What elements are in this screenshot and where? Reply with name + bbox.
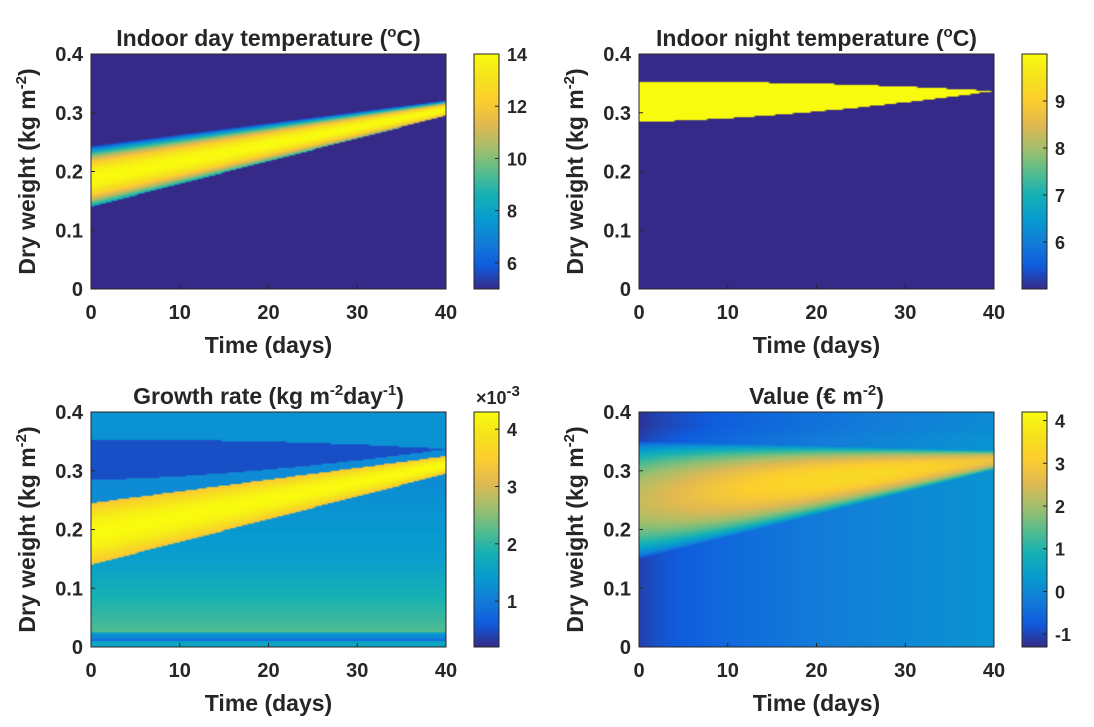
y-tick-label: 0.2 <box>55 520 83 542</box>
x-tick-label: 10 <box>717 302 739 324</box>
colorbar-tick-label: 1 <box>1055 540 1065 560</box>
y-tick-label: 0.2 <box>55 162 83 184</box>
y-tick-label: 0.3 <box>603 103 631 125</box>
x-axis-label: Time (days) <box>205 690 332 716</box>
x-tick-label: 10 <box>717 660 739 682</box>
x-tick-label: 20 <box>257 660 279 682</box>
x-tick-label: 40 <box>435 660 457 682</box>
y-tick-label: 0.4 <box>55 44 84 66</box>
y-axis-label: Dry weight (kg m-2) <box>13 68 40 274</box>
x-tick-label: 20 <box>257 302 279 324</box>
x-tick-label: 0 <box>85 660 96 682</box>
colorbar-tick-label: 6 <box>507 254 517 274</box>
colorbar-tick-label: 4 <box>507 420 517 440</box>
colorbar-multiplier: ×10-3 <box>476 383 520 408</box>
x-axis-label: Time (days) <box>753 332 880 358</box>
y-axis-label: Dry weight (kg m-2) <box>561 68 588 274</box>
colorbar-tick-label: -1 <box>1055 625 1071 645</box>
heatmap-night-temp <box>639 54 994 289</box>
x-tick-label: 10 <box>169 302 191 324</box>
x-tick-label: 40 <box>983 302 1005 324</box>
colorbar <box>474 54 499 289</box>
colorbar-frame <box>1021 53 1048 290</box>
heatmap-growth-rate <box>91 412 446 647</box>
colorbar-tick-label: 8 <box>507 202 517 222</box>
x-tick-label: 0 <box>85 302 96 324</box>
chart-title: Value (€ m-2) <box>749 382 884 409</box>
colorbar-tick-label: 14 <box>507 45 527 65</box>
colorbar-tick-label: 6 <box>1055 233 1065 253</box>
x-tick-label: 30 <box>346 302 368 324</box>
y-tick-label: 0 <box>72 279 83 301</box>
colorbar-tick-label: 9 <box>1055 92 1065 112</box>
chart-title: Indoor day temperature (oC) <box>116 24 420 51</box>
colorbar-tick-label: 4 <box>1055 412 1065 432</box>
y-tick-label: 0 <box>620 279 631 301</box>
chart-title: Growth rate (kg m-2day-1) <box>133 382 404 409</box>
x-tick-label: 20 <box>805 660 827 682</box>
y-axis-label: Dry weight (kg m-2) <box>13 426 40 632</box>
x-tick-label: 30 <box>346 660 368 682</box>
colorbar-tick-label: 2 <box>1055 497 1065 517</box>
x-tick-label: 40 <box>435 302 457 324</box>
chart-title: Indoor night temperature (oC) <box>656 24 977 51</box>
x-tick-label: 30 <box>894 302 916 324</box>
y-tick-label: 0.3 <box>55 103 83 125</box>
colorbar-frame <box>1021 411 1048 648</box>
y-tick-label: 0.3 <box>55 461 83 483</box>
y-tick-label: 0.1 <box>603 578 631 600</box>
colorbar-tick-label: 8 <box>1055 139 1065 159</box>
colorbar-tick-label: 3 <box>1055 454 1065 474</box>
x-tick-label: 0 <box>633 660 644 682</box>
y-tick-label: 0.1 <box>55 578 83 600</box>
y-tick-label: 0.4 <box>603 44 632 66</box>
colorbar-tick-label: 12 <box>507 97 527 117</box>
colorbar <box>1022 54 1047 289</box>
x-tick-label: 20 <box>805 302 827 324</box>
x-axis-label: Time (days) <box>205 332 332 358</box>
y-tick-label: 0.3 <box>603 461 631 483</box>
colorbar-frame <box>473 53 500 290</box>
colorbar-frame <box>473 411 500 648</box>
y-tick-label: 0.4 <box>55 402 84 424</box>
colorbar-tick-label: 0 <box>1055 582 1065 602</box>
colorbar-tick-label: 1 <box>507 592 517 612</box>
x-tick-label: 10 <box>169 660 191 682</box>
panel-night-temp: 0 10 20 30 40 0 0.1 0.2 0.3 0.4 Time (days) Dry wei… <box>561 24 1065 358</box>
y-tick-label: 0.2 <box>603 162 631 184</box>
y-tick-label: 0 <box>72 637 83 659</box>
colorbar-tick-label: 2 <box>507 535 517 555</box>
panel-growth-rate: 0 10 20 30 40 0 0.1 0.2 0.3 0.4 Time (days) Dry wei… <box>13 382 520 716</box>
x-axis-label: Time (days) <box>753 690 880 716</box>
colorbar-tick-label: 7 <box>1055 186 1065 206</box>
y-tick-label: 0.1 <box>603 220 631 242</box>
y-axis-label: Dry weight (kg m-2) <box>561 426 588 632</box>
colorbar-tick-label: 10 <box>507 149 527 169</box>
colorbar <box>1022 412 1047 647</box>
y-tick-label: 0.2 <box>603 520 631 542</box>
colorbar-tick-label: 3 <box>507 478 517 498</box>
heatmap-day-temp <box>91 54 446 289</box>
colorbar <box>474 412 499 647</box>
panel-day-temp: 0 10 20 30 40 0 0.1 0.2 0.3 0.4 Time (days) Dry wei… <box>13 24 527 358</box>
x-tick-label: 40 <box>983 660 1005 682</box>
y-tick-label: 0.1 <box>55 220 83 242</box>
y-tick-label: 0.4 <box>603 402 632 424</box>
y-tick-label: 0 <box>620 637 631 659</box>
x-tick-label: 30 <box>894 660 916 682</box>
heatmap-value <box>639 412 994 647</box>
x-tick-label: 0 <box>633 302 644 324</box>
